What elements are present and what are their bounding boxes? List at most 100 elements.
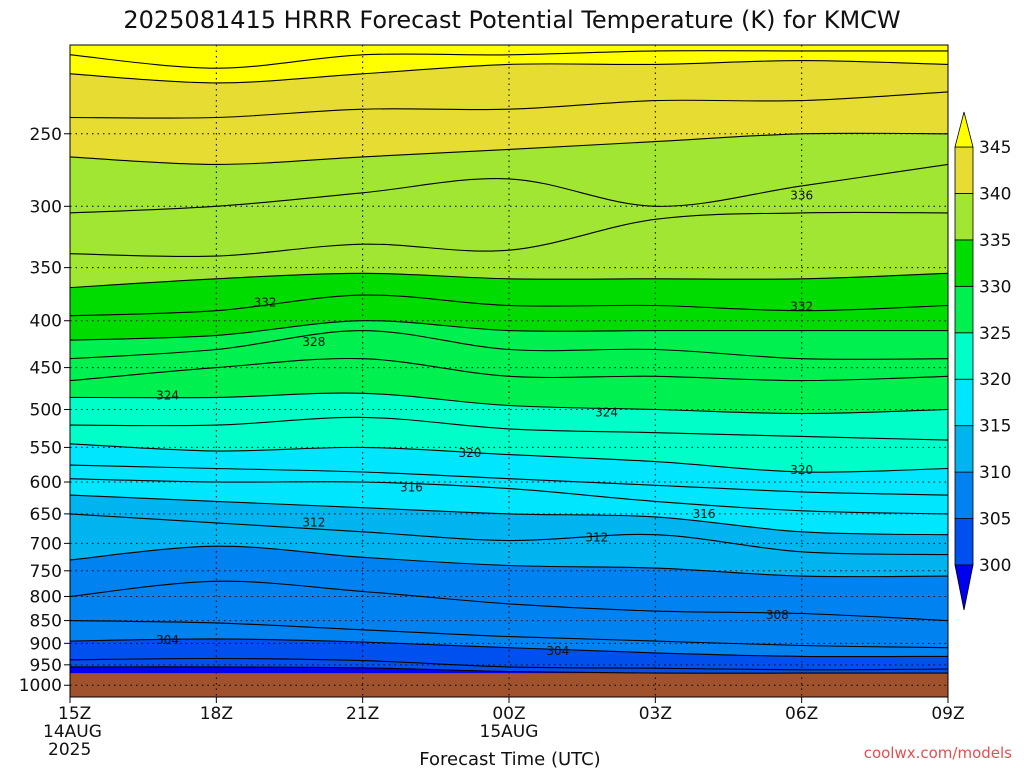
band-328 — [70, 320, 948, 360]
isentrope-338 — [70, 163, 948, 214]
contour-label-text: 332 — [254, 295, 277, 309]
colorbar: 300 305 310 315 320 325 330 335 340 345 — [954, 111, 1011, 611]
x-tick-year-15Z: 2025 — [48, 740, 91, 760]
colorbar-box-315 — [954, 378, 974, 427]
band-322 — [70, 393, 948, 441]
contour-label-1: 304 — [546, 644, 569, 658]
colorbar-label-305: 305 — [979, 510, 1011, 530]
band-320 — [70, 417, 948, 473]
y-tick-label-950: 950 — [30, 656, 62, 676]
band-326 — [70, 330, 948, 381]
contour-label-13: 332 — [790, 300, 813, 314]
contour-label-12: 332 — [254, 295, 277, 309]
band-332 — [70, 273, 948, 316]
contour-label-14: 336 — [790, 189, 813, 203]
colorbar-label-300: 300 — [979, 556, 1011, 576]
x-tick-label-03Z: 03Z — [639, 704, 672, 724]
chart-title: 2025081415 HRRR Forecast Potential Tempe… — [123, 6, 900, 34]
isentrope-320 — [70, 443, 948, 473]
colorbar-label-310: 310 — [979, 463, 1011, 483]
band-302 — [70, 638, 948, 670]
isentrope-328 — [70, 330, 948, 360]
colorbar-box-310 — [954, 425, 974, 473]
contour-label-text: 328 — [302, 335, 325, 349]
isentrope-300 — [70, 666, 948, 674]
band-304 — [70, 620, 948, 657]
y-tick-label-750: 750 — [30, 562, 62, 582]
isentrope-324 — [70, 392, 948, 415]
contour-label-10: 324 — [595, 406, 618, 420]
y-tick-label-900: 900 — [30, 634, 62, 654]
contour-label-5: 316 — [400, 480, 423, 494]
band-346 — [70, 45, 948, 69]
y-tick-label-650: 650 — [30, 505, 62, 525]
y-tick-label-600: 600 — [30, 473, 62, 493]
contour-label-0: 304 — [156, 633, 179, 647]
contour-label-text: 308 — [766, 608, 789, 622]
x-tick-label-00Z: 00Z — [492, 704, 525, 724]
colorbar-box-320 — [954, 332, 974, 380]
y-axis: 2503003504004505005506006507007508008509… — [19, 125, 70, 696]
band-306 — [70, 581, 948, 648]
band-330 — [70, 295, 948, 341]
y-tick-label-1000: 1000 — [19, 676, 62, 696]
band-316 — [70, 465, 948, 514]
x-tick-label-06Z: 06Z — [785, 704, 818, 724]
isentrope-lines — [70, 50, 948, 674]
isentrope-334 — [70, 272, 948, 289]
isentrope-340 — [70, 132, 948, 165]
band-308 — [70, 546, 948, 621]
contour-label-text: 324 — [156, 389, 179, 403]
isentrope-318 — [70, 464, 948, 496]
credit-text: coolwx.com/models — [864, 744, 1012, 762]
contour-label-text: 312 — [585, 531, 608, 545]
isentrope-302 — [70, 657, 948, 671]
colorbar-box-335 — [954, 193, 974, 241]
colorbar-box-305 — [954, 471, 974, 519]
x-tick-label-18Z: 18Z — [200, 704, 233, 724]
colorbar-box-330 — [954, 239, 974, 287]
isentrope-304 — [70, 638, 948, 658]
isentrope-312 — [70, 513, 948, 556]
band-334 — [70, 212, 948, 288]
contour-label-11: 328 — [302, 335, 325, 349]
y-tick-label-500: 500 — [30, 401, 62, 421]
ground-shading — [70, 673, 948, 697]
x-tick-date-00Z: 15AUG — [480, 722, 539, 742]
y-tick-label-800: 800 — [30, 587, 62, 607]
band-338 — [70, 133, 948, 213]
contour-label-text: 316 — [693, 507, 716, 521]
y-tick-label-400: 400 — [30, 312, 62, 332]
isentrope-310 — [70, 545, 948, 578]
contour-label-9: 324 — [156, 389, 179, 403]
isentrope-330 — [70, 320, 948, 341]
contour-label-6: 316 — [693, 507, 716, 521]
contour-label-text: 324 — [595, 406, 618, 420]
contour-label-7: 320 — [459, 446, 482, 460]
x-tick-label-09Z: 09Z — [931, 704, 964, 724]
y-tick-label-450: 450 — [30, 359, 62, 379]
isentrope-332 — [70, 294, 948, 317]
colorbar-box-325 — [954, 285, 974, 334]
colorbar-label-345: 345 — [979, 138, 1011, 158]
contour-labels: 304 304 308 312 312 316 316 320 320 324 324 328 332 3… — [156, 189, 813, 659]
x-axis-label: Forecast Time (UTC) — [419, 749, 600, 768]
y-tick-label-850: 850 — [30, 612, 62, 632]
contour-label-2: 308 — [766, 608, 789, 622]
isentrope-344 — [70, 60, 948, 84]
band-324 — [70, 358, 948, 414]
x-tick-label-15Z: 15Z — [58, 704, 91, 724]
colorbar-label-335: 335 — [979, 231, 1011, 251]
colorbar-box-340 — [954, 146, 974, 194]
isentrope-308 — [70, 580, 948, 622]
contour-label-text: 316 — [400, 480, 423, 494]
contour-label-text: 312 — [302, 515, 325, 529]
contour-label-text: 336 — [790, 189, 813, 203]
colorbar-label-340: 340 — [979, 184, 1011, 204]
y-tick-label-550: 550 — [30, 438, 62, 458]
contour-label-text: 304 — [156, 633, 179, 647]
y-tick-label-300: 300 — [30, 197, 62, 217]
isentrope-322 — [70, 416, 948, 441]
isentrope-346 — [70, 50, 948, 69]
